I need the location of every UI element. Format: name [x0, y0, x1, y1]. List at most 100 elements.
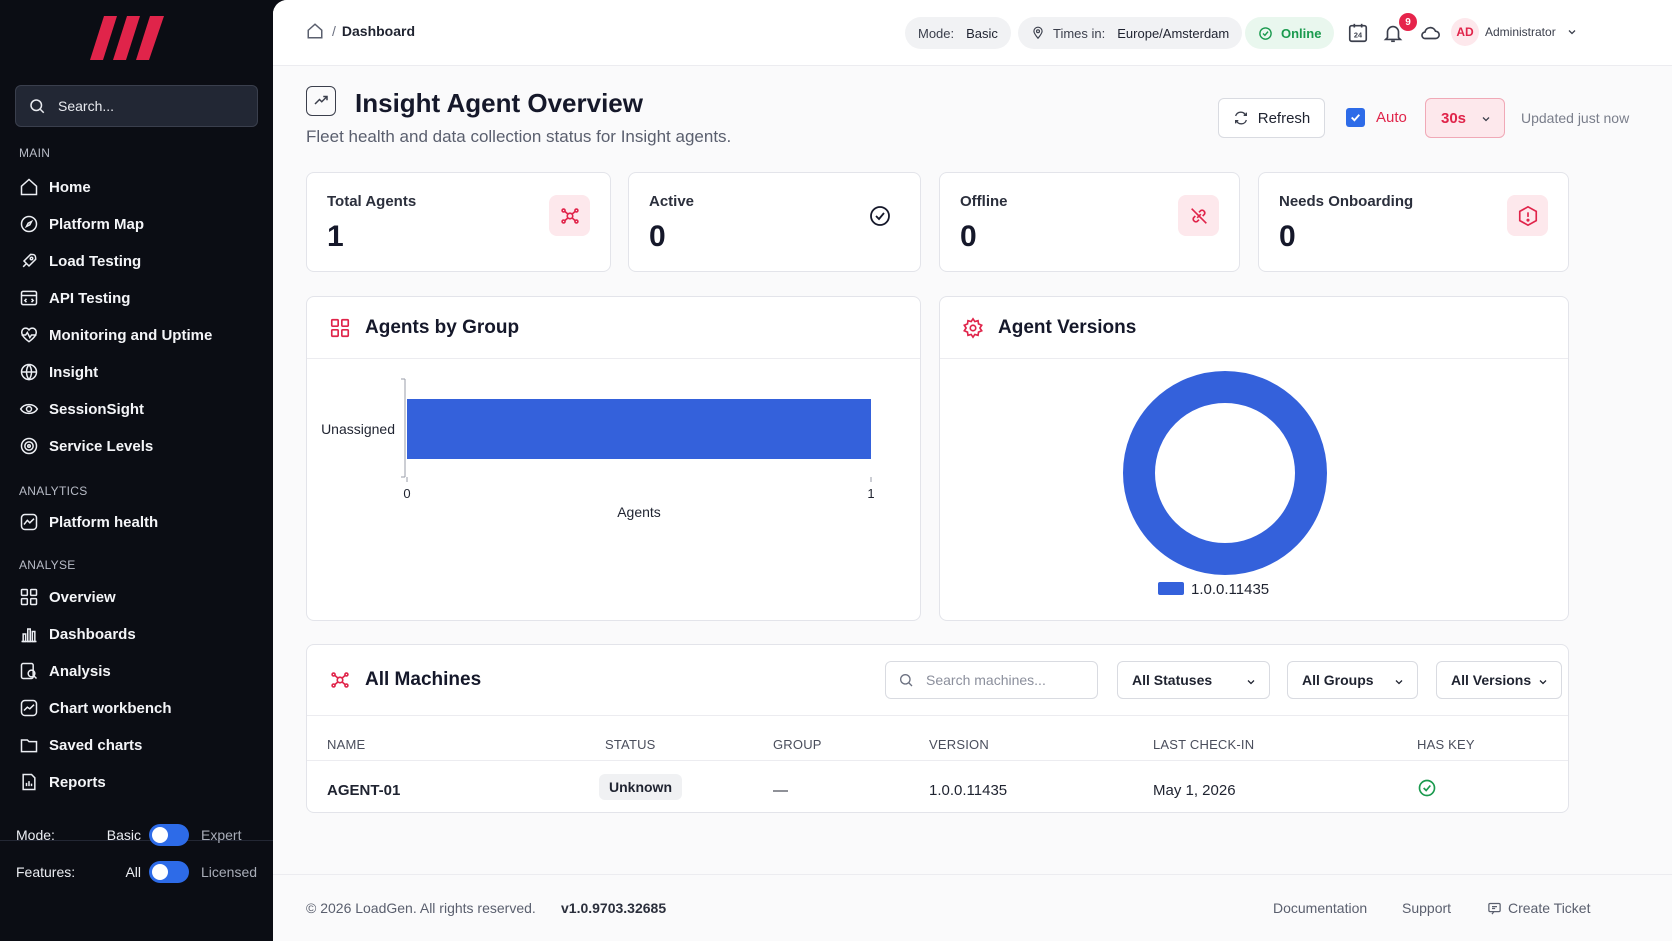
- x-axis-label: Agents: [617, 504, 661, 520]
- checkbox-checked-icon: [1346, 108, 1365, 127]
- sidebar-item-label: Platform Map: [49, 215, 145, 233]
- sidebar-item-saved-charts[interactable]: Saved charts: [19, 730, 142, 760]
- grid-icon: [20, 588, 38, 606]
- column-header-last-checkin[interactable]: LAST CHECK-IN: [1153, 737, 1255, 752]
- notification-badge: 9: [1399, 13, 1417, 31]
- footer: © 2026 LoadGen. All rights reserved. v1.…: [273, 874, 1672, 941]
- donut-slice: [1123, 371, 1327, 575]
- features-toggle-row: Features: All Licensed: [16, 859, 262, 885]
- sidebar-item-reports[interactable]: Reports: [19, 767, 106, 797]
- globe-icon: [20, 363, 38, 381]
- group-filter-select[interactable]: All Groups: [1287, 661, 1418, 699]
- section-main-heading: MAIN: [19, 146, 51, 160]
- search-icon: [900, 674, 913, 687]
- support-link[interactable]: Support: [1402, 900, 1452, 916]
- sidebar-item-insight[interactable]: Insight: [19, 357, 98, 387]
- main-content: / Dashboard Mode: Basic Times in: Europe…: [273, 0, 1672, 941]
- kpi-label: Offline: [960, 193, 1008, 210]
- grid-icon: [330, 318, 350, 337]
- kpi-label: Needs Onboarding: [1279, 193, 1414, 210]
- folder-icon: [20, 739, 38, 753]
- sidebar-item-chart-workbench[interactable]: Chart workbench: [19, 693, 172, 723]
- bar: [407, 399, 871, 459]
- user-name: Administrator: [1485, 25, 1556, 39]
- sidebar-item-monitoring[interactable]: Monitoring and Uptime: [19, 320, 212, 350]
- search-machines-input[interactable]: Search machines...: [885, 661, 1098, 699]
- chevron-down-icon: [1395, 680, 1403, 685]
- logo-icon[interactable]: [90, 16, 164, 60]
- search-machines-placeholder: Search machines...: [926, 672, 1046, 688]
- documentation-link[interactable]: Documentation: [1273, 900, 1368, 916]
- check-circle-icon: [1259, 26, 1272, 40]
- sidebar-item-platform-map[interactable]: Platform Map: [19, 209, 144, 239]
- sidebar-item-api-testing[interactable]: API Testing: [19, 283, 130, 313]
- eye-icon: [19, 403, 39, 415]
- sidebar-item-sessionsight[interactable]: SessionSight: [19, 394, 144, 424]
- column-header-has-key[interactable]: HAS KEY: [1417, 737, 1475, 752]
- kpi-card-offline: Offline 0: [939, 172, 1240, 272]
- breadcrumb: / Dashboard: [306, 22, 415, 40]
- kpi-value: 0: [960, 220, 977, 253]
- timezone-pill[interactable]: Times in: Europe/Amsterdam: [1018, 17, 1243, 49]
- group-filter-value: All Groups: [1302, 672, 1374, 688]
- mode-option-expert: Expert: [201, 827, 242, 843]
- legend-swatch: [1158, 582, 1184, 595]
- online-status-text: Online: [1281, 25, 1322, 41]
- sidebar-item-home[interactable]: Home: [19, 172, 91, 202]
- sidebar-item-label: Load Testing: [49, 252, 142, 270]
- sidebar-item-platform-health[interactable]: Platform health: [19, 507, 158, 537]
- sidebar-search[interactable]: Search...: [15, 85, 258, 127]
- user-menu[interactable]: AD Administrator: [1451, 18, 1578, 46]
- sidebar-item-label: Dashboards: [49, 625, 136, 643]
- column-header-status[interactable]: STATUS: [605, 737, 656, 752]
- agents-network-icon: [549, 195, 590, 236]
- topbar: / Dashboard Mode: Basic Times in: Europe…: [273, 0, 1672, 66]
- auto-label: Auto: [1376, 109, 1407, 126]
- status-badge: Unknown: [599, 774, 682, 800]
- column-header-version[interactable]: VERSION: [929, 737, 989, 752]
- panel-header: Agent Versions: [940, 297, 1568, 359]
- sidebar-item-label: Monitoring and Uptime: [49, 326, 213, 344]
- machine-name[interactable]: AGENT-01: [327, 782, 401, 799]
- sidebar-item-overview[interactable]: Overview: [19, 582, 116, 612]
- cloud-icon[interactable]: [1419, 22, 1441, 44]
- tick-label: 0: [403, 486, 410, 501]
- trend-icon: [306, 86, 336, 116]
- column-header-group[interactable]: GROUP: [773, 737, 822, 752]
- mode-pill[interactable]: Mode: Basic: [905, 17, 1011, 49]
- status-filter-select[interactable]: All Statuses: [1117, 661, 1270, 699]
- bell-icon[interactable]: [1382, 22, 1404, 44]
- check-circle-icon: [859, 195, 900, 236]
- sidebar-item-load-testing[interactable]: Load Testing: [19, 246, 141, 276]
- sidebar-item-label: Saved charts: [49, 736, 143, 754]
- panel-title: Agents by Group: [365, 316, 520, 338]
- interval-select[interactable]: 30s: [1425, 98, 1505, 138]
- features-toggle[interactable]: [149, 861, 189, 883]
- refresh-button[interactable]: Refresh: [1218, 98, 1325, 138]
- mode-pill-label: Mode:: [918, 25, 955, 41]
- search-icon: [30, 99, 45, 114]
- sidebar-item-label: Home: [49, 178, 91, 196]
- sidebar-item-analysis[interactable]: Analysis: [19, 656, 111, 686]
- sidebar-item-label: Service Levels: [49, 437, 154, 455]
- version-filter-select[interactable]: All Versions: [1436, 661, 1562, 699]
- sidebar-divider: [0, 840, 273, 841]
- panel-header: All Machines: [307, 645, 1568, 716]
- sidebar-item-label: Platform health: [49, 513, 159, 531]
- location-pin-icon: [1033, 26, 1043, 40]
- auto-refresh-checkbox[interactable]: Auto: [1346, 108, 1407, 127]
- sidebar-item-service-levels[interactable]: Service Levels: [19, 431, 153, 461]
- activity-icon: [20, 513, 38, 531]
- mode-toggle[interactable]: [149, 824, 189, 846]
- calendar-24-icon[interactable]: 24: [1347, 22, 1369, 44]
- panel-header: Agents by Group: [307, 297, 920, 359]
- create-ticket-link[interactable]: Create Ticket: [1508, 900, 1591, 916]
- column-header-name[interactable]: NAME: [327, 737, 366, 752]
- ticket-icon: [1488, 902, 1501, 915]
- broken-link-icon: [1178, 195, 1219, 236]
- sidebar-item-dashboards[interactable]: Dashboards: [19, 619, 136, 649]
- home-icon[interactable]: [306, 22, 324, 40]
- interval-value: 30s: [1441, 109, 1467, 127]
- page-title: Insight Agent Overview: [355, 88, 643, 118]
- bar-chart-icon: [21, 628, 37, 643]
